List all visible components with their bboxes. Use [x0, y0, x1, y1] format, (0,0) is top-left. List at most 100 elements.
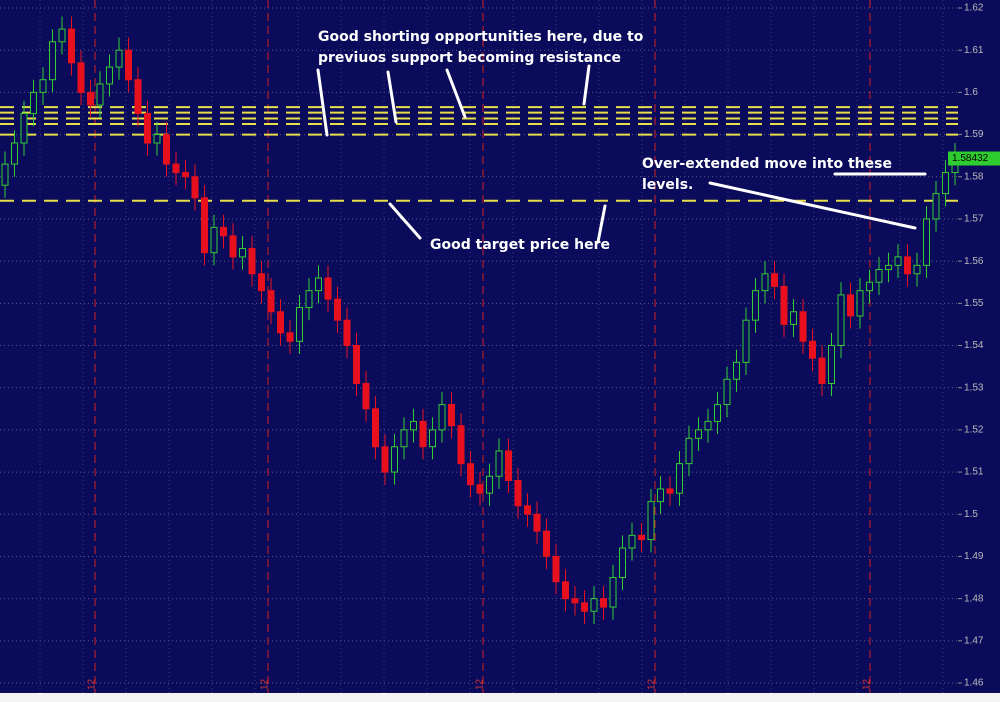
y-tick-label: 1.58 [964, 171, 984, 182]
candle-body [581, 602, 588, 612]
annotation: previuos support becoming resistance [318, 50, 621, 66]
candle-body [353, 345, 360, 384]
candle-body [419, 420, 427, 448]
y-tick-label: 1.48 [964, 593, 984, 604]
candle-body [562, 581, 569, 600]
y-tick-label: 1.61 [964, 45, 984, 56]
last-price-badge [948, 151, 1000, 166]
candle-body [913, 264, 921, 275]
candle-body [220, 226, 227, 237]
candle-body [258, 273, 265, 292]
candle-body [505, 450, 512, 481]
candle-body [923, 218, 930, 266]
candle-body [847, 294, 854, 317]
y-tick-label: 1.56 [964, 256, 984, 267]
candle-body [885, 264, 892, 271]
candle-body [172, 163, 180, 174]
candle-body [856, 290, 864, 317]
candle-body [837, 294, 845, 346]
candle-body [742, 319, 750, 363]
candle-body [476, 484, 484, 494]
candle-body [49, 41, 56, 81]
candle-body [571, 598, 579, 604]
candle-body [372, 408, 379, 448]
candle-body [733, 361, 740, 380]
candle-body [818, 357, 826, 384]
candle-body [552, 555, 560, 583]
candle-body [894, 256, 902, 266]
candle-body [115, 49, 123, 68]
session-label: 12 [475, 678, 486, 690]
session-label: 12 [647, 678, 658, 690]
annotation: Good shorting opportunities here, due to [318, 29, 644, 45]
annotation: Over-extended move into these [642, 156, 892, 172]
arrow [708, 181, 917, 230]
candle-body [267, 290, 275, 313]
candle-body [486, 475, 493, 494]
candle-body [533, 513, 541, 532]
candle-body [315, 277, 322, 292]
y-tick-label: 1.59 [964, 129, 984, 140]
candle-body [657, 488, 664, 503]
y-tick-label: 1.62 [964, 3, 984, 14]
grid [0, 0, 962, 693]
candle-body [600, 598, 607, 608]
candle-body [524, 505, 531, 515]
candle-body [647, 501, 655, 541]
candle-body [362, 382, 370, 410]
candle-body [429, 429, 436, 448]
candle-body [87, 91, 94, 106]
candle-body [153, 134, 161, 144]
candle-body [324, 277, 332, 300]
candle-body [400, 429, 408, 448]
candle-body [438, 404, 446, 431]
candle-body [619, 547, 626, 579]
candle-body [68, 28, 75, 64]
candle-body [457, 425, 465, 465]
arrow [596, 204, 607, 244]
candle-body [771, 273, 778, 287]
annotation: Good target price here [430, 237, 610, 253]
candle-body [182, 172, 189, 178]
candle-body [942, 172, 949, 195]
candle-body [201, 197, 208, 254]
candle-body [343, 319, 351, 346]
candle-body [790, 311, 797, 325]
session-label: 12 [862, 678, 873, 690]
y-tick-label: 1.54 [964, 340, 984, 351]
candle-body [305, 290, 313, 309]
candle-body [1, 163, 9, 186]
candle-body [11, 142, 18, 165]
candle-body [96, 83, 104, 106]
y-tick-label: 1.5 [964, 509, 978, 520]
candle-body [723, 378, 731, 406]
candles [1, 16, 959, 624]
y-tick-label: 1.57 [964, 214, 984, 225]
candle-body [239, 247, 246, 258]
candle-body [248, 247, 256, 275]
candle-body [904, 256, 911, 275]
candle-body [77, 62, 85, 93]
candle-body [210, 226, 218, 254]
candle-body [106, 66, 113, 85]
candle-body [666, 488, 674, 494]
arrow [582, 64, 591, 106]
session-label: 12 [260, 678, 271, 690]
bottom-strip [0, 693, 1000, 702]
candle-body [828, 345, 835, 384]
candle-body [628, 534, 636, 549]
candle-body [638, 534, 645, 541]
candle-body [761, 273, 769, 292]
arrow [445, 68, 467, 119]
candle-body [20, 112, 28, 144]
candle-body [714, 404, 721, 422]
candle-body [277, 311, 284, 334]
arrow [316, 68, 329, 137]
candle-body [866, 281, 873, 292]
candle-body [410, 420, 417, 431]
candle-body [609, 577, 617, 608]
y-tick-label: 1.47 [964, 635, 984, 646]
candle-body [514, 480, 522, 507]
